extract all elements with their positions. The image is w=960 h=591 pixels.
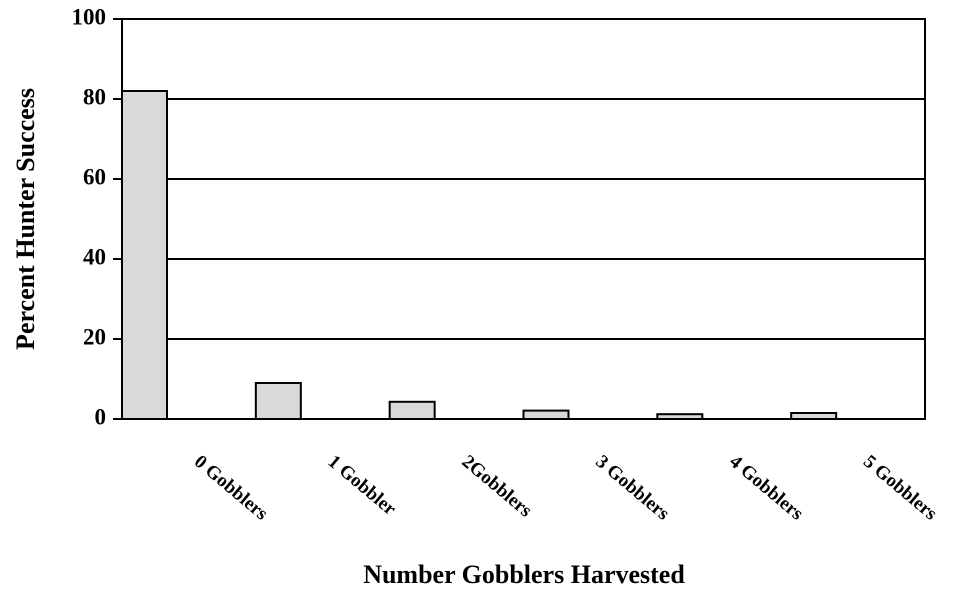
- bar: [388, 400, 436, 420]
- x-tick-label: 1 Gobbler: [324, 451, 401, 520]
- bar: [121, 90, 168, 420]
- y-tick-label: 100: [72, 4, 107, 29]
- x-tick-label: 2Gobblers: [458, 451, 536, 521]
- bar: [790, 412, 838, 420]
- y-tick-label: 20: [83, 324, 106, 349]
- bar: [656, 413, 704, 421]
- y-axis-title: Percent Hunter Success: [11, 88, 40, 350]
- x-tick-label: 4 Gobblers: [725, 451, 807, 524]
- x-tick-label: 5 Gobblers: [859, 451, 941, 524]
- x-axis-title: Number Gobblers Harvested: [363, 560, 685, 589]
- y-tick-label: 0: [95, 404, 107, 429]
- bar: [254, 382, 302, 420]
- bar: [522, 409, 570, 421]
- y-tick-label: 80: [83, 84, 106, 109]
- y-tick-label: 40: [83, 244, 106, 269]
- x-tick-label: 3 Gobblers: [591, 451, 673, 524]
- x-tick-label: 0 Gobblers: [190, 451, 272, 524]
- y-tick-label: 60: [83, 164, 106, 189]
- plot-frame: [121, 18, 926, 420]
